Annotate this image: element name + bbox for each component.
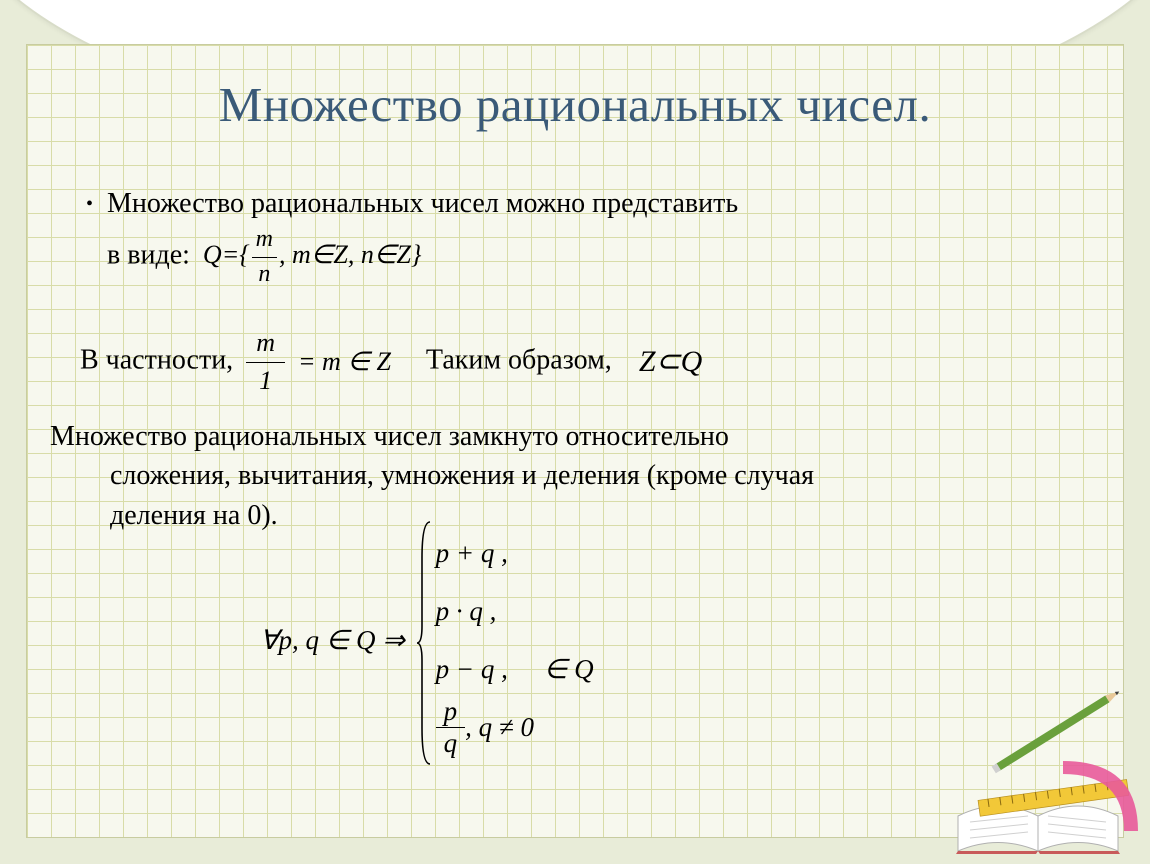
left-brace-icon	[416, 518, 434, 768]
bullet-item: • Множество рациональных чисел можно пре…	[86, 184, 1070, 291]
fraction-den: q	[436, 728, 466, 759]
fraction-num: m	[252, 223, 277, 258]
fraction-den: n	[252, 258, 277, 292]
symbol-eq: =	[222, 240, 240, 269]
in-Q: ∈ Q	[544, 654, 594, 685]
symbol-rbrace: }	[411, 240, 421, 269]
closure-text-1: Множество рациональных чисел замкнуто от…	[50, 421, 729, 452]
formula-m-in-Z: = m ∈ Z	[298, 344, 391, 380]
op-diff: p − q ,	[436, 654, 508, 685]
school-supplies-illustration	[888, 656, 1138, 856]
bullet-text-line2: в виде:	[107, 240, 190, 271]
slide-title: Множество рациональных чисел.	[0, 76, 1150, 133]
fraction-m-1: m 1	[246, 325, 285, 399]
slide-background: Множество рациональных чисел. • Множеств…	[0, 0, 1150, 864]
closure-text-2: сложения, вычитания, умножения и деления…	[110, 460, 814, 491]
fraction-den: 1	[246, 363, 285, 399]
op-prod: p · q ,	[436, 596, 497, 627]
paragraph-closure: Множество рациональных чисел замкнуто от…	[50, 417, 1070, 535]
set-condition: , m∈Z, n∈Z	[279, 240, 411, 269]
forall-prefix: ∀p, q ∈ Q ⇒	[260, 625, 405, 656]
fraction-m-n: mn	[252, 223, 277, 291]
system-formula: ∀p, q ∈ Q ⇒ p + q , p · q , p − q , ∈ Q …	[260, 524, 594, 756]
symbol-Q: Q	[203, 240, 222, 269]
op-sum: p + q ,	[436, 538, 508, 569]
text-in-particular: В частности,	[80, 345, 233, 376]
line-in-particular: В частности, m 1 = m ∈ Z Таким образом, …	[80, 325, 1070, 399]
bullet-text-line1: Множество рациональных чисел можно предс…	[107, 188, 738, 219]
formula-Z-subset-Q: Z⊂Q	[639, 341, 703, 383]
q-definition-formula: Q={mn, m∈Z, n∈Z}	[203, 223, 421, 291]
system-row-3: p − q , ∈ Q	[436, 640, 594, 698]
fraction-num: m	[246, 325, 285, 362]
symbol-lbrace: {	[239, 240, 249, 269]
q-neq-0: , q ≠ 0	[465, 712, 534, 743]
system-rows: p + q , p · q , p − q , ∈ Q p q , q ≠ 0	[436, 524, 594, 756]
system-row-1: p + q ,	[436, 524, 594, 582]
system-row-2: p · q ,	[436, 582, 594, 640]
body-content: • Множество рациональных чисел можно пре…	[80, 184, 1070, 535]
text-thus: Таким образом,	[426, 345, 612, 376]
closure-text-3: деления на 0).	[110, 500, 278, 531]
bullet-dot-icon: •	[86, 184, 93, 224]
fraction-num: p	[436, 696, 466, 728]
brace-group: p + q , p · q , p − q , ∈ Q p q , q ≠ 0	[416, 524, 594, 756]
system-row-4: p q , q ≠ 0	[436, 698, 594, 756]
fraction-p-q: p q	[436, 696, 466, 759]
